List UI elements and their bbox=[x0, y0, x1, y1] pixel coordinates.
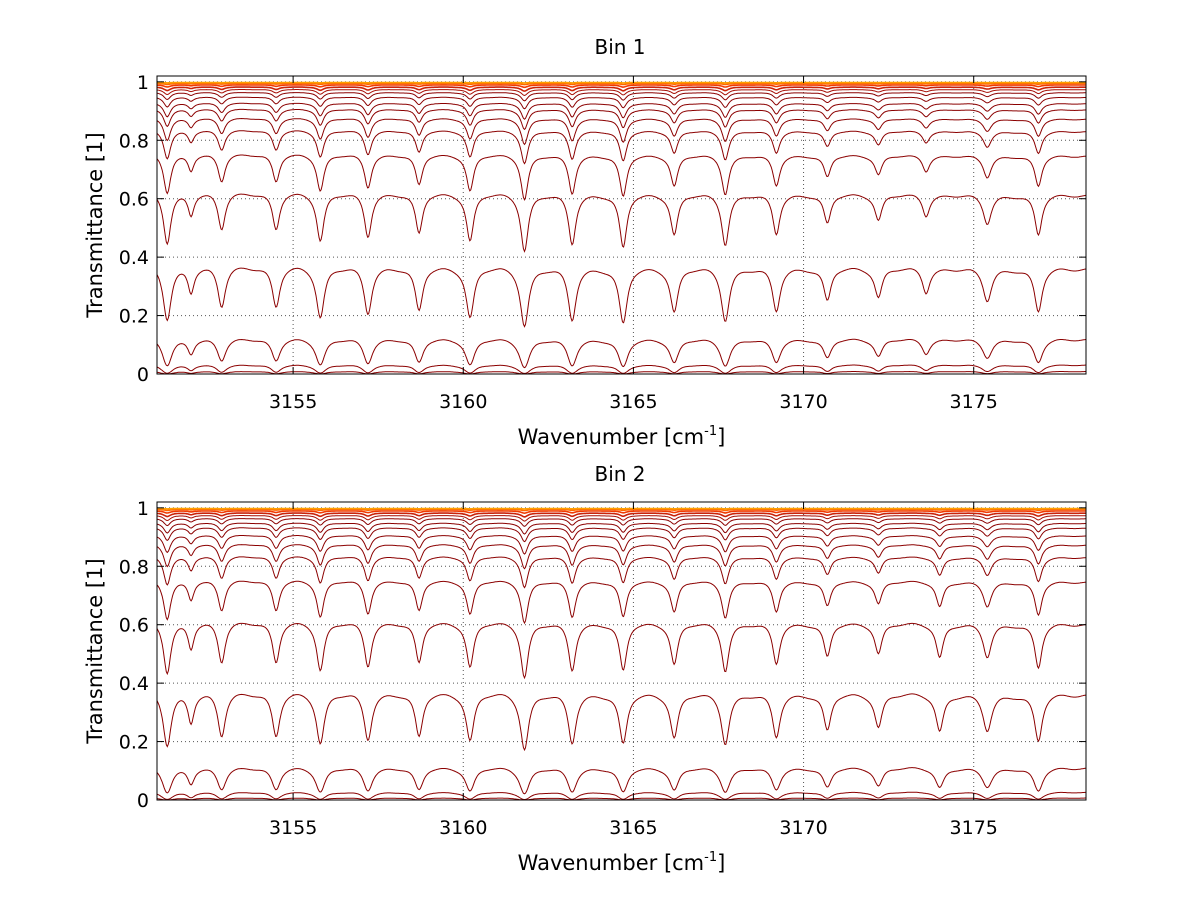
series-line bbox=[156, 791, 1086, 801]
series-line bbox=[156, 522, 1086, 535]
series-line bbox=[157, 508, 1086, 512]
y-tick-label: 0 bbox=[137, 364, 149, 386]
series-line bbox=[156, 767, 1087, 795]
x-axis-label-close: ] bbox=[717, 425, 725, 449]
x-tick-label: 3175 bbox=[950, 391, 998, 413]
x-tick-label: 3155 bbox=[269, 817, 317, 839]
series-line bbox=[156, 84, 1086, 89]
y-tick-label: 0.8 bbox=[119, 556, 149, 578]
y-tick-label: 0.2 bbox=[119, 306, 149, 328]
x-axis-label-main: Wavenumber [cm bbox=[518, 851, 704, 875]
axes-frame bbox=[156, 75, 1087, 375]
series-group bbox=[156, 81, 1087, 375]
x-axis-label-superscript: -1 bbox=[704, 424, 717, 439]
series-line bbox=[156, 193, 1087, 253]
x-tick-label: 3175 bbox=[950, 817, 998, 839]
chart-title: Bin 2 bbox=[594, 462, 645, 486]
series-group bbox=[156, 507, 1087, 801]
y-tick-label: 0 bbox=[137, 790, 149, 812]
series-line bbox=[156, 92, 1086, 102]
series-line bbox=[156, 515, 1086, 522]
y-tick-label: 0.4 bbox=[119, 673, 149, 695]
series-line bbox=[156, 512, 1086, 518]
series-line bbox=[156, 154, 1087, 202]
x-tick-label: 3160 bbox=[439, 817, 487, 839]
chart-panel-bin-2: Bin 2 3155 3160 3165 3170 3175 0 0.2 0.4 0.6 0.8 1… bbox=[83, 462, 1087, 875]
y-tick-label: 0.2 bbox=[119, 732, 149, 754]
y-axis-label: Transmittance [1] bbox=[83, 132, 107, 318]
x-tick-label: 3160 bbox=[439, 391, 487, 413]
series-line bbox=[157, 82, 1086, 86]
y-tick-label: 1 bbox=[137, 498, 149, 520]
series-line bbox=[156, 108, 1087, 131]
series-line bbox=[156, 580, 1087, 625]
series-line bbox=[156, 89, 1086, 97]
y-axis-label: Transmittance [1] bbox=[83, 558, 107, 744]
series-line bbox=[156, 556, 1087, 589]
series-line bbox=[156, 693, 1087, 752]
x-axis-label: Wavenumber [cm-1] bbox=[518, 424, 726, 449]
ticks-group: 3155 3160 3165 3170 3175 0 0.2 0.4 0.6 0.8 1 bbox=[119, 72, 1086, 413]
series-line bbox=[156, 130, 1087, 165]
series-line bbox=[156, 518, 1086, 527]
y-tick-label: 0.6 bbox=[119, 615, 149, 637]
chart-title: Bin 1 bbox=[594, 35, 645, 59]
x-axis-label-main: Wavenumber [cm bbox=[518, 425, 704, 449]
series-line bbox=[156, 364, 1087, 374]
y-tick-label: 1 bbox=[137, 72, 149, 94]
axes-frame bbox=[156, 501, 1087, 801]
series-line bbox=[156, 535, 1086, 555]
series-line bbox=[156, 338, 1087, 369]
series-line bbox=[156, 544, 1086, 570]
x-axis-label: Wavenumber [cm-1] bbox=[518, 850, 726, 875]
series-line bbox=[156, 527, 1086, 543]
x-tick-label: 3165 bbox=[609, 817, 657, 839]
chart-panel-bin-1: Bin 1 3155 3160 3165 3170 3175 0 0.2 0.4 0.6 0.8 1… bbox=[83, 35, 1087, 449]
series-line bbox=[156, 96, 1086, 110]
x-tick-label: 3170 bbox=[779, 391, 827, 413]
series-line bbox=[156, 86, 1086, 92]
series-line bbox=[156, 117, 1087, 146]
x-tick-label: 3170 bbox=[779, 817, 827, 839]
ticks-group: 3155 3160 3165 3170 3175 0 0.2 0.4 0.6 0.8 1 bbox=[119, 498, 1086, 839]
x-axis-label-close: ] bbox=[717, 851, 725, 875]
series-line bbox=[156, 267, 1087, 328]
series-line bbox=[156, 622, 1087, 680]
y-tick-label: 0.4 bbox=[119, 247, 149, 269]
x-axis-label-superscript: -1 bbox=[704, 850, 717, 865]
x-tick-label: 3155 bbox=[269, 391, 317, 413]
series-line bbox=[156, 102, 1087, 120]
y-tick-label: 0.8 bbox=[119, 130, 149, 152]
y-tick-label: 0.6 bbox=[119, 189, 149, 211]
x-tick-label: 3165 bbox=[609, 391, 657, 413]
series-line bbox=[156, 510, 1086, 515]
